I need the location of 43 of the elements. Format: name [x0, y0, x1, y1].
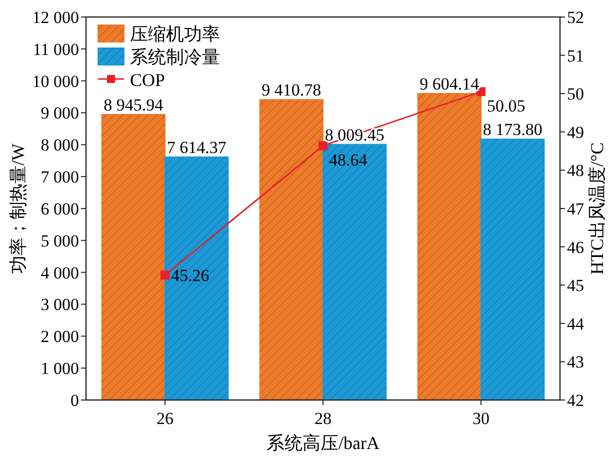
y-tick-label: 3 000 — [40, 295, 79, 314]
y2-tick-label: 48 — [567, 161, 584, 180]
y2-axis-title: HTC出风温度/°C — [587, 142, 607, 275]
y2-tick-label: 46 — [567, 238, 584, 257]
x-tick-label: 30 — [472, 409, 490, 428]
data-label: 8 173.80 — [482, 120, 542, 140]
y-tick-label: 4 000 — [40, 263, 79, 282]
data-label: 50.05 — [487, 96, 526, 116]
x-tick-label: 26 — [156, 409, 174, 428]
y-tick-label: 6 000 — [40, 199, 79, 218]
legend-label: 压缩机功率 — [130, 24, 220, 44]
data-label: 8 945.94 — [104, 95, 164, 114]
y-tick-label: 8 000 — [40, 136, 79, 155]
data-label: 45.26 — [171, 266, 210, 286]
y-tick-label: 2 000 — [40, 327, 79, 346]
y2-tick-label: 51 — [567, 46, 584, 66]
y-axis-title: 功率；制热量/W — [8, 144, 28, 274]
y-tick-label: 7 000 — [40, 168, 79, 187]
legend-label: COP — [130, 70, 166, 90]
point — [160, 270, 170, 280]
y-tick-label: 0 — [70, 390, 79, 410]
y2-tick-label: 52 — [567, 8, 584, 27]
y-tick-label: 5 000 — [40, 231, 79, 250]
y2-tick-label: 49 — [567, 122, 584, 142]
x-axis-title: 系统高压/barA — [266, 433, 380, 453]
y2-tick-label: 43 — [567, 352, 584, 372]
x-tick-label: 28 — [314, 409, 332, 428]
data-label: 7 614.37 — [166, 138, 227, 157]
data-label: 9 604.14 — [420, 74, 480, 94]
point — [318, 141, 328, 150]
y-tick-label: 9 000 — [40, 104, 79, 123]
y2-tick-label: 42 — [567, 390, 584, 410]
y-tick-label: 1 000 — [40, 359, 79, 378]
data-label: 48.64 — [329, 150, 368, 170]
y2-tick-label: 45 — [567, 276, 584, 296]
y-tick-label: 12 000 — [32, 8, 79, 27]
y2-tick-label: 44 — [567, 314, 584, 334]
legend-label: 系统制冷量 — [130, 47, 220, 67]
y-tick-label: 11 000 — [32, 40, 79, 59]
y2-tick-label: 50 — [567, 84, 584, 104]
y2-tick-label: 47 — [567, 199, 584, 218]
data-label: 9 410.78 — [262, 80, 322, 100]
y-tick-label: 10 000 — [32, 72, 79, 91]
